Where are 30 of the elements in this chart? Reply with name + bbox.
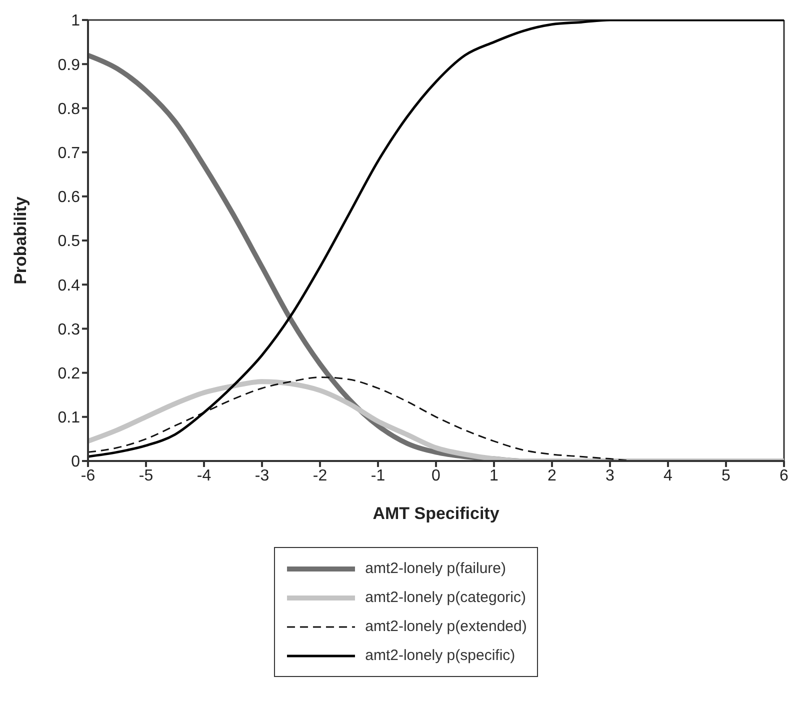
y-tick-label: 0.3: [58, 321, 80, 338]
x-tick-label: 6: [780, 467, 789, 484]
legend-label: amt2-lonely p(specific): [365, 647, 516, 664]
x-tick-label: -6: [80, 467, 96, 484]
x-tick-label: -4: [196, 467, 212, 484]
y-tick-label: 0: [71, 454, 80, 471]
y-tick-label: 0.4: [58, 277, 80, 294]
x-tick-label: 2: [548, 467, 557, 484]
y-axis-title: Probability: [11, 196, 30, 284]
y-tick-label: 0.7: [58, 144, 80, 162]
x-tick-label: 1: [490, 467, 499, 484]
legend-label: amt2-lonely p(failure): [365, 560, 506, 577]
x-tick-label: -1: [370, 467, 386, 484]
x-tick-label: 0: [432, 467, 441, 484]
x-tick-label: 5: [722, 467, 731, 484]
x-tick-label: -2: [312, 467, 328, 484]
y-tick-label: 0.6: [58, 189, 80, 206]
x-tick-label: 3: [606, 467, 615, 484]
y-tick-label: 0.5: [58, 233, 80, 250]
y-tick-label: 1: [71, 12, 80, 30]
y-tick-label: 0.8: [58, 100, 80, 118]
x-axis-title: AMT Specificity: [372, 504, 500, 523]
legend-label: amt2-lonely p(categoric): [365, 589, 526, 606]
legend-label: amt2-lonely p(extended): [365, 618, 527, 635]
x-tick-label: -3: [254, 467, 270, 484]
x-tick-label: -5: [138, 467, 154, 484]
y-tick-label: 0.9: [58, 56, 80, 74]
y-tick-label: 0.1: [58, 410, 80, 427]
y-tick-label: 0.2: [58, 365, 80, 382]
x-tick-label: 4: [664, 467, 673, 484]
